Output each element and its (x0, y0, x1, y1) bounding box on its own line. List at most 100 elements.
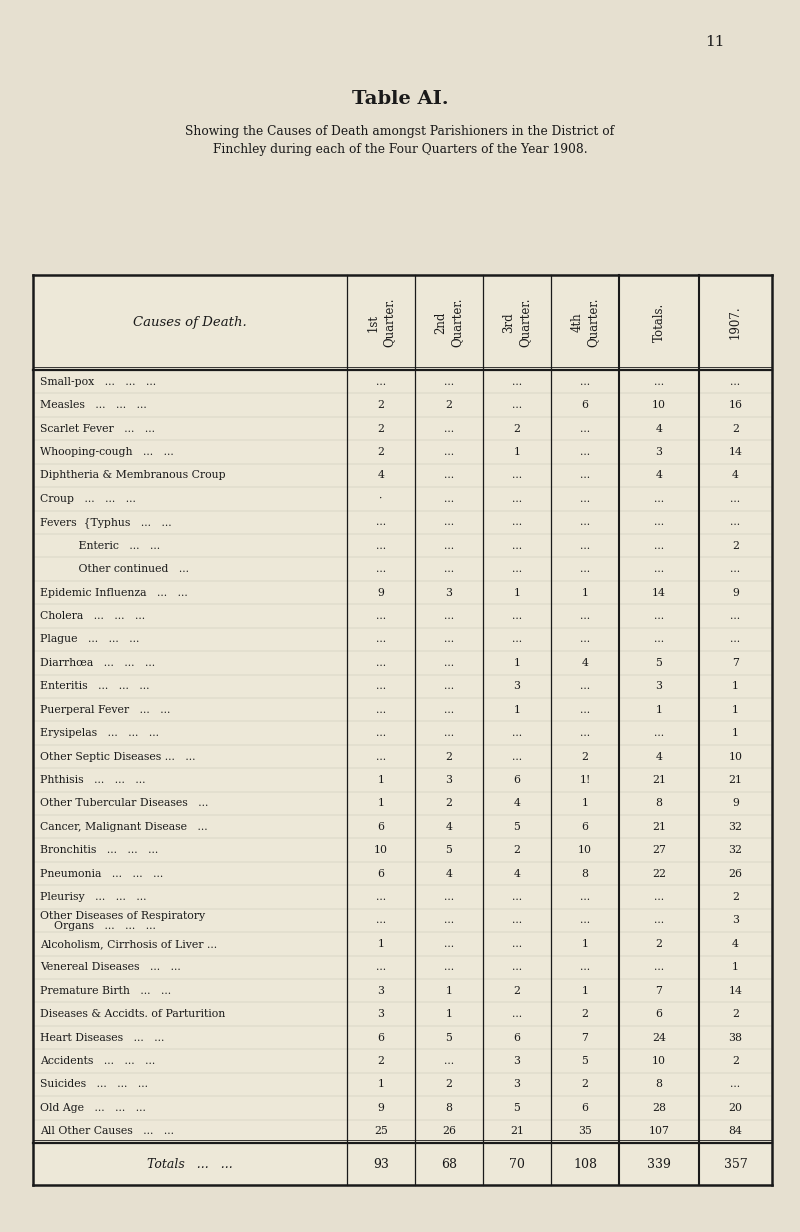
Text: Plague   ...   ...   ...: Plague ... ... ... (40, 634, 139, 644)
Text: 1: 1 (514, 705, 521, 715)
Text: 6: 6 (378, 1032, 385, 1042)
Text: ...: ... (512, 915, 522, 925)
Text: ...: ... (444, 939, 454, 949)
Text: ...: ... (512, 939, 522, 949)
Text: 6: 6 (655, 1009, 662, 1019)
Text: 3: 3 (378, 986, 385, 995)
Text: 10: 10 (374, 845, 388, 855)
Text: 20: 20 (729, 1103, 742, 1112)
Text: 2: 2 (446, 752, 453, 761)
Text: 11: 11 (706, 34, 725, 49)
Text: All Other Causes   ...   ...: All Other Causes ... ... (40, 1126, 174, 1136)
Text: 2: 2 (514, 986, 521, 995)
Text: ...: ... (376, 611, 386, 621)
Text: 10: 10 (652, 1056, 666, 1066)
Text: 4: 4 (514, 798, 521, 808)
Text: 3: 3 (514, 681, 521, 691)
Text: ...: ... (654, 892, 664, 902)
Text: Other continued   ...: Other continued ... (40, 564, 189, 574)
Text: ...: ... (444, 494, 454, 504)
Text: Finchley during each of the Four Quarters of the Year 1908.: Finchley during each of the Four Quarter… (213, 143, 587, 156)
Text: 7: 7 (582, 1032, 589, 1042)
Text: 1: 1 (655, 705, 662, 715)
Text: 5: 5 (446, 1032, 453, 1042)
Text: ...: ... (580, 494, 590, 504)
Text: ...: ... (444, 705, 454, 715)
Text: ...: ... (512, 564, 522, 574)
Text: 22: 22 (652, 869, 666, 878)
Text: Puerperal Fever   ...   ...: Puerperal Fever ... ... (40, 705, 170, 715)
Text: 6: 6 (582, 822, 589, 832)
Text: 1: 1 (582, 798, 589, 808)
Bar (33, 275, 772, 1185)
Text: Totals   ...   ...: Totals ... ... (147, 1158, 233, 1170)
Text: ...: ... (580, 962, 590, 972)
Text: ...: ... (376, 517, 386, 527)
Text: 2: 2 (446, 1079, 453, 1089)
Text: ...: ... (444, 915, 454, 925)
Text: ·: · (379, 494, 382, 504)
Text: ...: ... (654, 494, 664, 504)
Text: Diarrhœa   ...   ...   ...: Diarrhœa ... ... ... (40, 658, 155, 668)
Text: 8: 8 (655, 1079, 662, 1089)
Text: ...: ... (376, 962, 386, 972)
Text: ...: ... (376, 752, 386, 761)
Text: 9: 9 (378, 588, 385, 598)
Text: ...: ... (580, 681, 590, 691)
Text: 1!: 1! (579, 775, 590, 785)
Text: 6: 6 (514, 775, 521, 785)
Text: 21: 21 (652, 775, 666, 785)
Text: ...: ... (512, 494, 522, 504)
Text: ...: ... (444, 564, 454, 574)
Text: 84: 84 (729, 1126, 742, 1136)
Text: ...: ... (654, 915, 664, 925)
Text: ...: ... (444, 447, 454, 457)
Text: ...: ... (580, 915, 590, 925)
Text: ...: ... (444, 471, 454, 480)
Text: ...: ... (512, 377, 522, 387)
Text: 2: 2 (582, 1079, 589, 1089)
Text: Pneumonia   ...   ...   ...: Pneumonia ... ... ... (40, 869, 163, 878)
Text: ...: ... (580, 611, 590, 621)
Text: 1: 1 (582, 986, 589, 995)
Text: Old Age   ...   ...   ...: Old Age ... ... ... (40, 1103, 146, 1112)
Text: ...: ... (512, 728, 522, 738)
Text: 9: 9 (732, 798, 739, 808)
Text: ...: ... (512, 400, 522, 410)
Text: ...: ... (444, 424, 454, 434)
Text: 2: 2 (446, 798, 453, 808)
Text: 4: 4 (655, 752, 662, 761)
Text: 2: 2 (655, 939, 662, 949)
Text: 3: 3 (446, 775, 453, 785)
Text: ...: ... (512, 611, 522, 621)
Text: 1: 1 (514, 658, 521, 668)
Text: ...: ... (654, 377, 664, 387)
Text: ...: ... (654, 728, 664, 738)
Text: ...: ... (654, 541, 664, 551)
Text: 4th
Quarter.: 4th Quarter. (570, 298, 599, 347)
Text: ...: ... (580, 424, 590, 434)
Text: 1907.: 1907. (729, 306, 742, 339)
Text: Erysipelas   ...   ...   ...: Erysipelas ... ... ... (40, 728, 159, 738)
Text: ...: ... (512, 892, 522, 902)
Text: ...: ... (654, 611, 664, 621)
Text: ...: ... (730, 1079, 741, 1089)
Text: ...: ... (444, 517, 454, 527)
Text: ...: ... (512, 1009, 522, 1019)
Text: 3: 3 (514, 1056, 521, 1066)
Text: ...: ... (580, 728, 590, 738)
Text: Diphtheria & Membranous Croup: Diphtheria & Membranous Croup (40, 471, 226, 480)
Text: Whooping-cough   ...   ...: Whooping-cough ... ... (40, 447, 174, 457)
Text: Other Diseases of Respiratory: Other Diseases of Respiratory (40, 910, 205, 920)
Text: Alcoholism, Cirrhosis of Liver ...: Alcoholism, Cirrhosis of Liver ... (40, 939, 217, 949)
Text: ...: ... (580, 447, 590, 457)
Text: 1: 1 (378, 1079, 385, 1089)
Text: 6: 6 (378, 822, 385, 832)
Text: 5: 5 (582, 1056, 589, 1066)
Text: ...: ... (376, 564, 386, 574)
Text: 14: 14 (652, 588, 666, 598)
Text: Heart Diseases   ...   ...: Heart Diseases ... ... (40, 1032, 164, 1042)
Text: 8: 8 (582, 869, 589, 878)
Text: 8: 8 (655, 798, 662, 808)
Text: 4: 4 (514, 869, 521, 878)
